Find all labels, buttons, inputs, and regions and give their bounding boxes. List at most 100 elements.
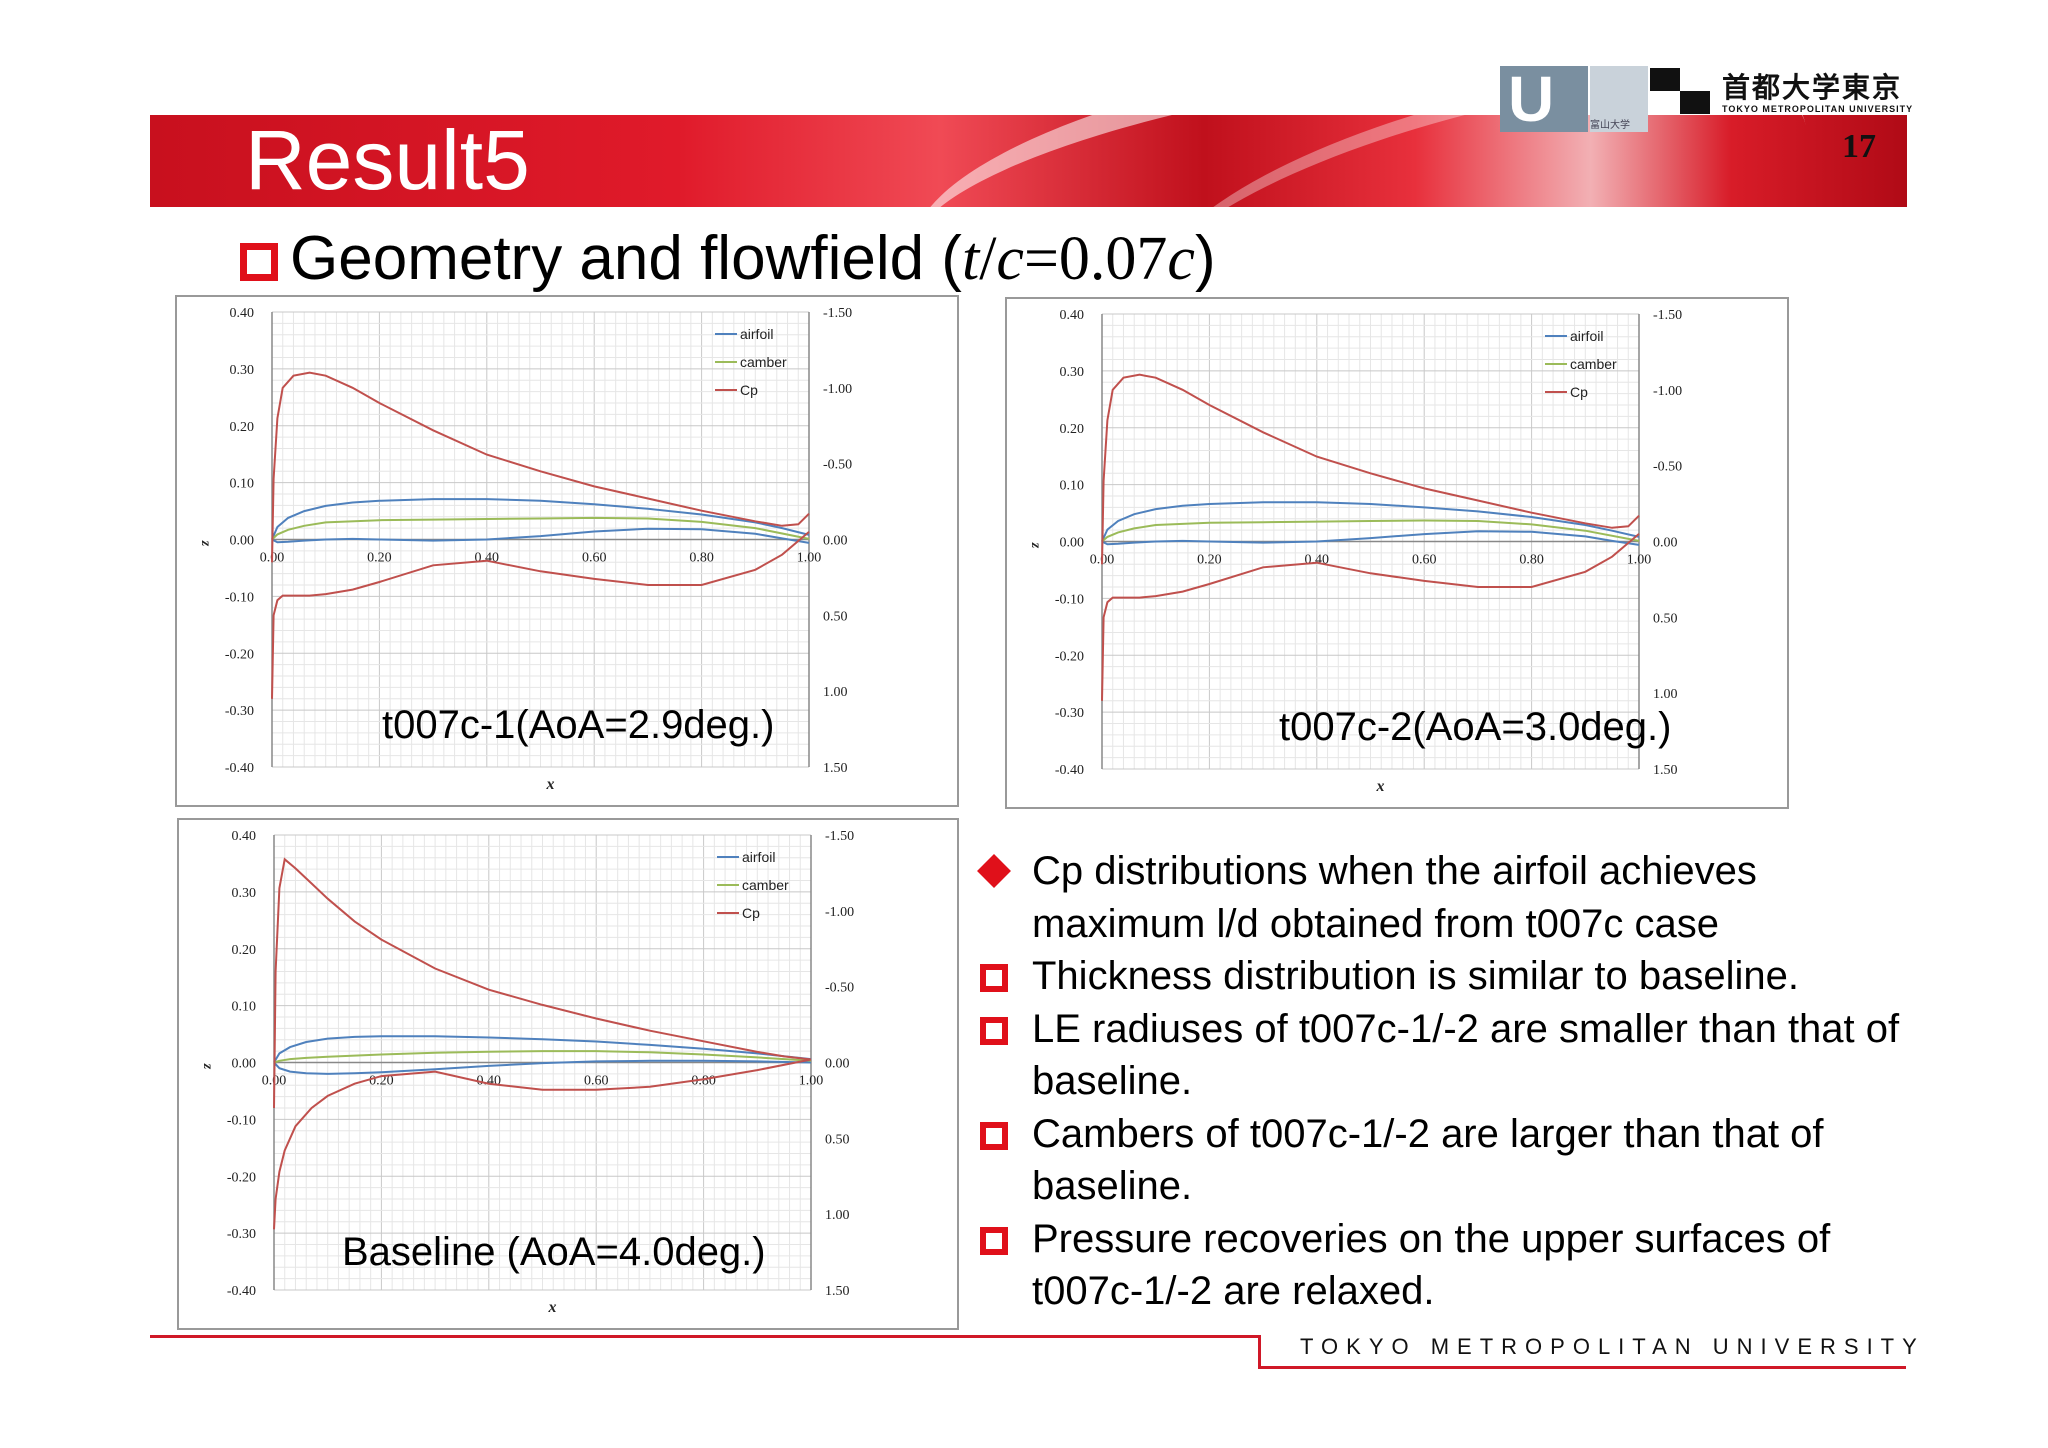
y2-tick-label: 0.00 xyxy=(823,534,848,549)
y2-tick-label: -1.50 xyxy=(1653,308,1682,323)
chart-baseline: 0.40 0.30 0.20 0.10 0.00 -0.10 -0.20 -0.30 -0.40… xyxy=(177,818,959,1330)
x-tick-label: 1.00 xyxy=(1627,553,1652,568)
legend-label: Cp xyxy=(742,905,760,921)
y-axis-label: z xyxy=(200,1063,215,1070)
bullet-item: Thickness distribution is similar to bas… xyxy=(980,950,1900,1003)
footer-rule xyxy=(1258,1366,1906,1369)
y-tick-label: -0.20 xyxy=(227,1170,256,1185)
y2-tick-label: -1.00 xyxy=(1653,384,1682,399)
legend-label: camber xyxy=(742,877,789,893)
y2-tick-label: 1.50 xyxy=(825,1284,850,1299)
y-tick-label: -0.30 xyxy=(227,1227,256,1242)
legend-label: airfoil xyxy=(742,849,775,865)
series-line-camber xyxy=(1101,519,1640,543)
series-line-airfoil xyxy=(273,1035,812,1064)
series-line-cp xyxy=(273,1058,812,1230)
y-tick-label: -0.10 xyxy=(1055,592,1084,607)
y2-tick-label: 0.50 xyxy=(825,1132,850,1147)
y2-tick-label: -1.50 xyxy=(823,306,852,321)
y2-tick-label: 1.00 xyxy=(1653,687,1678,702)
slide-title: Result5 xyxy=(245,113,530,207)
y2-tick-label: 0.00 xyxy=(1653,536,1678,551)
series-line-camber xyxy=(273,1050,812,1064)
series-line-airfoil xyxy=(271,527,810,544)
legend-label: airfoil xyxy=(1570,328,1603,344)
series-line-airfoil xyxy=(1101,530,1640,546)
y-tick-label: -0.30 xyxy=(1055,706,1084,721)
series-line-cp xyxy=(271,531,810,699)
y-tick-label: 0.20 xyxy=(232,943,257,958)
x-tick-label: 0.80 xyxy=(689,551,714,566)
y2-tick-label: -1.50 xyxy=(825,829,854,844)
x-tick-label: 1.00 xyxy=(797,551,822,566)
bullet-item: Cambers of t007c-1/-2 are larger than th… xyxy=(980,1108,1900,1213)
y-tick-label: 0.40 xyxy=(230,306,255,321)
square-bullet-icon xyxy=(980,1016,1008,1045)
chart-caption: t007c-1(AoA=2.9deg.) xyxy=(382,703,775,747)
bullet-item: Cp distributions when the airfoil achiev… xyxy=(977,845,1900,950)
bullet-item: LE radiuses of t007c-1/-2 are smaller th… xyxy=(980,1003,1900,1108)
y-tick-label: 0.00 xyxy=(1060,536,1085,551)
legend-label: Cp xyxy=(740,382,758,398)
y-tick-label: -0.20 xyxy=(225,647,254,662)
y-tick-label: 0.40 xyxy=(1060,308,1085,323)
diamond-bullet-icon xyxy=(977,854,1011,888)
x-tick-label: 0.60 xyxy=(584,1074,609,1089)
y-tick-label: 0.10 xyxy=(230,477,255,492)
y-tick-label: -0.10 xyxy=(227,1113,256,1128)
x-tick-label: 0.20 xyxy=(1197,553,1222,568)
x-tick-label: 0.80 xyxy=(1519,553,1544,568)
footer-rule xyxy=(1258,1335,1261,1369)
subtitle-math: t/c=0.07c xyxy=(961,225,1195,293)
y2-tick-label: -0.50 xyxy=(1653,460,1682,475)
y-tick-label: 0.00 xyxy=(230,534,255,549)
u-logo-icon: U xyxy=(1508,63,1555,135)
university-of-toyama-logo xyxy=(1500,66,1588,132)
x-axis-label: x xyxy=(546,776,555,793)
footer-rule xyxy=(150,1335,1260,1338)
series-line-airfoil xyxy=(271,498,810,540)
y2-tick-label: 0.50 xyxy=(1653,611,1678,626)
chart-t007c-2-plot: 0.40 0.30 0.20 0.10 0.00 -0.10 -0.20 -0.30 -0.40… xyxy=(1028,308,1682,795)
chart-t007c-2: 0.40 0.30 0.20 0.10 0.00 -0.10 -0.20 -0.30 -0.40… xyxy=(1005,297,1789,809)
y-tick-label: 0.10 xyxy=(232,1000,257,1015)
y2-tick-label: -1.00 xyxy=(823,382,852,397)
chart-t007c-1-plot: 0.40 0.30 0.20 0.10 0.00 -0.10 -0.20 -0.30 -0.40… xyxy=(198,306,852,793)
y-tick-label: -0.10 xyxy=(225,590,254,605)
series-line-camber xyxy=(271,516,810,541)
x-tick-label: 1.00 xyxy=(799,1074,824,1089)
bullet-item: Pressure recoveries on the upper surface… xyxy=(980,1213,1900,1318)
y2-tick-label: 1.00 xyxy=(825,1208,850,1223)
subtitle-close: ) xyxy=(1194,224,1216,293)
y-tick-label: -0.20 xyxy=(1055,649,1084,664)
y-tick-label: 0.40 xyxy=(232,829,257,844)
y2-tick-label: 0.50 xyxy=(823,609,848,624)
y-axis-label: z xyxy=(1028,542,1043,549)
x-tick-label: 0.60 xyxy=(582,551,607,566)
y2-tick-label: -1.00 xyxy=(825,905,854,920)
y-tick-label: 0.10 xyxy=(1060,479,1085,494)
y2-tick-label: 1.50 xyxy=(823,761,848,776)
y-tick-label: 0.30 xyxy=(232,886,257,901)
chart-baseline-plot: 0.40 0.30 0.20 0.10 0.00 -0.10 -0.20 -0.30 -0.40… xyxy=(200,829,854,1316)
tmu-logo-icon xyxy=(1650,68,1710,114)
chart-caption: t007c-2(AoA=3.0deg.) xyxy=(1279,705,1672,749)
tmu-english-name: TOKYO METROPOLITAN UNIVERSITY xyxy=(1722,104,1914,114)
series-line-cp xyxy=(1101,533,1640,701)
y-tick-label: -0.40 xyxy=(225,761,254,776)
y-tick-label: 0.00 xyxy=(232,1057,257,1072)
subtitle-text: Geometry and flowfield ( xyxy=(290,224,962,293)
x-tick-label: 0.60 xyxy=(1412,553,1437,568)
legend-label: camber xyxy=(1570,356,1617,372)
slide-subtitle: Geometry and flowfield (t/c=0.07c) xyxy=(240,224,1216,293)
y2-tick-label: 0.00 xyxy=(825,1057,850,1072)
page-number: 17 xyxy=(1842,128,1876,165)
x-axis-label: x xyxy=(1376,778,1385,795)
y-tick-label: -0.30 xyxy=(225,704,254,719)
series-line-cp xyxy=(1101,373,1640,565)
legend-label: camber xyxy=(740,354,787,370)
y2-tick-label: -0.50 xyxy=(825,981,854,996)
square-bullet-icon xyxy=(980,1121,1008,1150)
bullet-list: Cp distributions when the airfoil achiev… xyxy=(977,845,1900,1318)
square-bullet-icon xyxy=(980,964,1008,992)
